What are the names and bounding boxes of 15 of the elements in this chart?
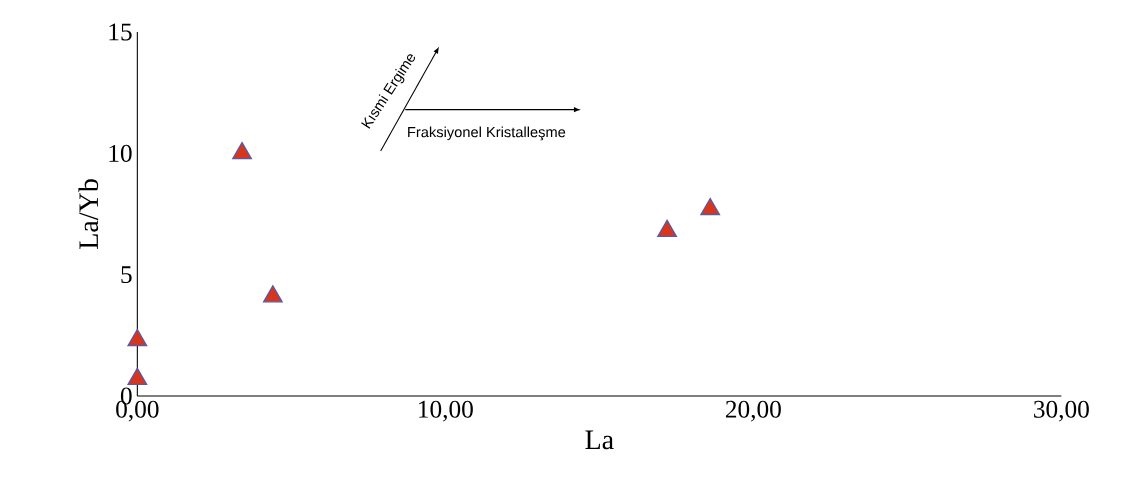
point	[657, 219, 678, 237]
annotation: Fraksiyonel Kristalleşme	[408, 126, 566, 141]
x-tick-label: 10,00	[419, 400, 473, 422]
point	[262, 285, 283, 303]
point	[700, 197, 721, 216]
y-axis-title: La/Yb	[78, 179, 99, 249]
y-tick-label: 15	[109, 23, 132, 41]
point	[232, 142, 252, 160]
point	[127, 367, 148, 386]
y-tick-label: 10	[109, 144, 132, 162]
x-tick-label: 20,00	[725, 400, 781, 422]
y-tick-label: 5	[121, 266, 132, 284]
x-axis-title: La	[585, 430, 614, 450]
point	[127, 328, 148, 347]
x-tick-label: 30,00	[1034, 400, 1089, 422]
